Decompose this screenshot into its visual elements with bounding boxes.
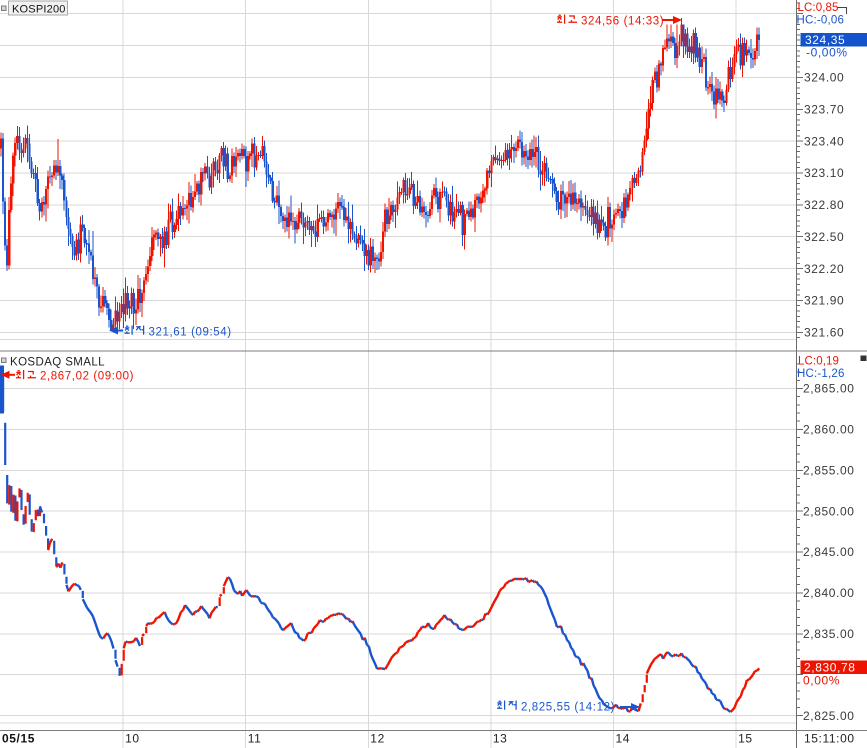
svg-text:321,61 (09:54): 321,61 (09:54) <box>149 326 232 338</box>
svg-text:05/15: 05/15 <box>2 732 35 746</box>
svg-text:2,860.00: 2,860.00 <box>803 423 855 437</box>
svg-text:2,867,02 (09:00): 2,867,02 (09:00) <box>40 371 134 383</box>
svg-text:HC:-1,26: HC:-1,26 <box>797 368 845 380</box>
svg-text:HC:-0,06: HC:-0,06 <box>797 15 845 27</box>
svg-text:15: 15 <box>738 732 753 746</box>
svg-text:2,855.00: 2,855.00 <box>803 464 855 478</box>
svg-text:323.10: 323.10 <box>804 166 844 180</box>
svg-text:2,830,78: 2,830,78 <box>804 660 856 674</box>
svg-text:322.50: 322.50 <box>804 230 844 244</box>
svg-text:13: 13 <box>493 732 508 746</box>
svg-text:2,840.00: 2,840.00 <box>803 586 855 600</box>
svg-text:2,825.00: 2,825.00 <box>803 709 855 723</box>
svg-text:0,00%: 0,00% <box>803 674 840 688</box>
svg-text:323.40: 323.40 <box>804 134 844 148</box>
svg-text:2,845.00: 2,845.00 <box>803 545 855 559</box>
svg-text:321.60: 321.60 <box>804 326 844 340</box>
svg-text:322.80: 322.80 <box>804 198 844 212</box>
svg-text:12: 12 <box>370 732 385 746</box>
svg-text:323.70: 323.70 <box>804 103 844 117</box>
svg-text:15:11:00: 15:11:00 <box>804 732 855 746</box>
svg-text:-0,00%: -0,00% <box>806 46 848 60</box>
svg-text:2,865.00: 2,865.00 <box>803 382 855 396</box>
svg-text:2,835.00: 2,835.00 <box>803 627 855 641</box>
svg-text:LC:0,85: LC:0,85 <box>798 2 839 14</box>
svg-text:321.90: 321.90 <box>804 294 844 308</box>
svg-text:324,56 (14:33): 324,56 (14:33) <box>581 15 664 27</box>
svg-text:11: 11 <box>248 732 262 746</box>
svg-text:KOSPI200: KOSPI200 <box>12 3 66 15</box>
svg-text:324.00: 324.00 <box>804 71 844 85</box>
svg-text:2,850.00: 2,850.00 <box>803 504 855 518</box>
svg-text:10: 10 <box>125 732 140 746</box>
svg-text:324,35: 324,35 <box>805 33 845 47</box>
svg-text:14: 14 <box>616 732 631 746</box>
svg-text:KOSDAQ SMALL: KOSDAQ SMALL <box>10 357 105 369</box>
svg-text:LC:0,19: LC:0,19 <box>798 356 839 368</box>
svg-text:2,825,55 (14:12): 2,825,55 (14:12) <box>521 701 615 713</box>
svg-text:322.20: 322.20 <box>804 262 844 276</box>
